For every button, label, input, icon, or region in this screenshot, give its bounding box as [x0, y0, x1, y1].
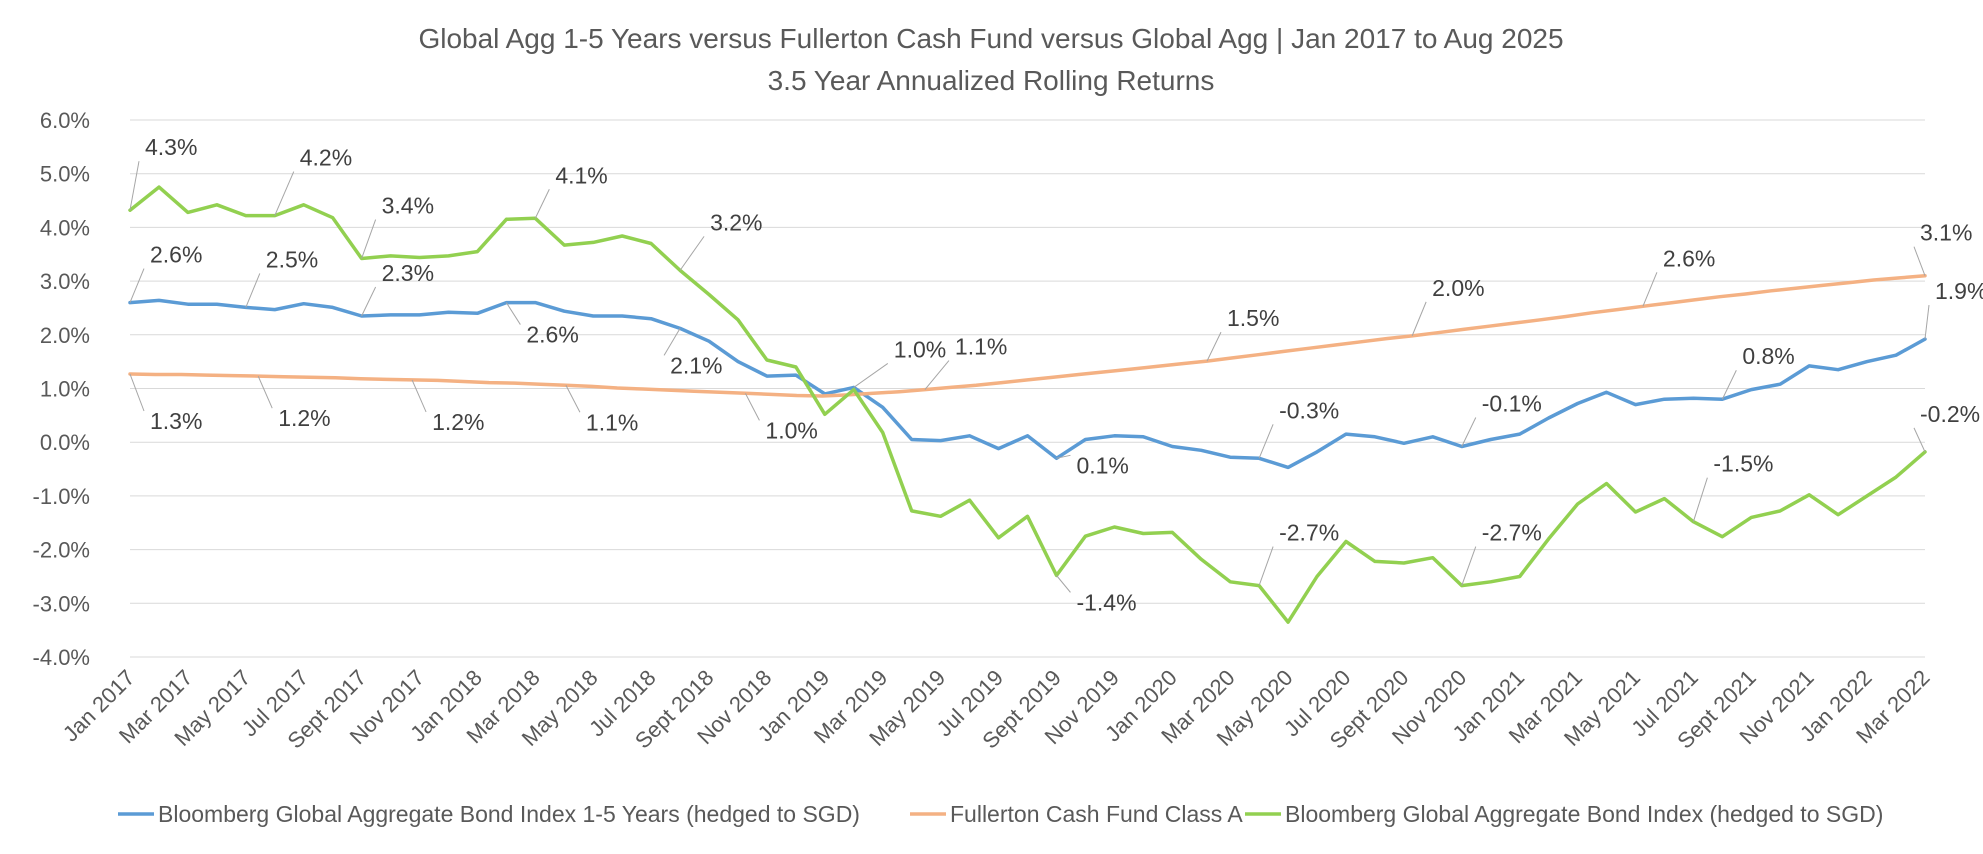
data-label-leader	[565, 385, 581, 413]
data-label-leader	[129, 373, 145, 412]
data-label-leader	[1924, 305, 1930, 340]
data-label: 4.1%	[555, 162, 607, 188]
legend-entry: Bloomberg Global Aggregate Bond Index 1-…	[158, 801, 860, 827]
y-tick-label: 1.0%	[40, 377, 90, 402]
data-label: 0.1%	[1076, 452, 1128, 478]
data-label: 2.1%	[670, 352, 722, 378]
data-label-leader	[1692, 477, 1708, 522]
data-label: 4.2%	[300, 145, 352, 171]
y-tick-label: -4.0%	[33, 645, 90, 670]
data-label-leader	[129, 268, 145, 303]
data-label-leader	[411, 379, 427, 413]
y-tick-label: -2.0%	[33, 538, 90, 563]
data-label: -0.1%	[1482, 390, 1542, 416]
data-label: 1.2%	[432, 409, 484, 435]
chart-subtitle: 3.5 Year Annualized Rolling Returns	[768, 65, 1215, 96]
data-label-leader	[274, 171, 295, 216]
series-lines	[128, 185, 1927, 624]
data-label-leader	[663, 328, 681, 356]
data-label: 1.1%	[955, 334, 1007, 360]
y-axis-ticks: 6.0% 5.0% 4.0% 3.0% 2.0% 1.0% 0.0% -1.0% -2.0% -3…	[33, 108, 90, 670]
data-label-leader	[1258, 424, 1274, 459]
data-label: -1.5%	[1713, 451, 1773, 477]
data-label-leader	[505, 302, 521, 325]
data-label-leader	[245, 273, 261, 308]
data-label-leader	[257, 375, 273, 409]
data-label-leader	[1056, 454, 1071, 459]
data-label-leader	[1056, 575, 1071, 593]
data-label: 1.9%	[1935, 278, 1983, 304]
data-label: 1.5%	[1227, 305, 1279, 331]
y-tick-label: 2.0%	[40, 323, 90, 348]
y-tick-label: 3.0%	[40, 269, 90, 294]
data-label: 3.2%	[710, 209, 762, 235]
data-label: 3.1%	[1920, 220, 1972, 246]
data-label: 1.2%	[278, 405, 330, 431]
data-labels: 2.6% 2.5% 2.3% 2.6% 2.1% 1.0% 0.1% -0.3% -0.1% 0.…	[129, 134, 1983, 615]
data-label: 2.6%	[150, 242, 202, 268]
y-tick-label: 6.0%	[40, 108, 90, 133]
data-label-leader	[1721, 370, 1737, 400]
series-line-3	[128, 185, 1927, 624]
series-line-1	[128, 298, 1927, 470]
data-label-leader	[1206, 331, 1222, 362]
chart-title: Global Agg 1-5 Years versus Fullerton Ca…	[418, 23, 1563, 54]
data-label-leader	[361, 286, 377, 317]
data-label: 1.0%	[765, 417, 817, 443]
data-label-leader	[679, 236, 705, 271]
legend-entry: Bloomberg Global Aggregate Bond Index (h…	[1285, 801, 1883, 827]
y-tick-label: -3.0%	[33, 591, 90, 616]
data-label: 3.4%	[382, 193, 434, 219]
data-label: 2.3%	[382, 260, 434, 286]
data-label: 1.3%	[150, 408, 202, 434]
data-label-leader	[1913, 427, 1926, 453]
data-label: 0.8%	[1742, 343, 1794, 369]
data-label-leader	[1411, 301, 1427, 337]
y-tick-label: -1.0%	[33, 484, 90, 509]
data-label: 1.0%	[894, 336, 946, 362]
data-label: 1.1%	[586, 409, 638, 435]
data-label: 2.6%	[1663, 245, 1715, 271]
data-label: -1.4%	[1076, 589, 1136, 615]
data-label: 2.6%	[526, 322, 578, 348]
data-label-leader	[534, 189, 550, 219]
data-label: 2.0%	[1432, 275, 1484, 301]
data-label-leader	[1258, 546, 1274, 586]
data-label-leader	[1461, 417, 1477, 447]
y-tick-label: 4.0%	[40, 215, 90, 240]
legend: Bloomberg Global Aggregate Bond Index 1-…	[118, 801, 1883, 827]
data-label-leader	[1913, 246, 1926, 276]
data-label-leader	[744, 393, 760, 421]
data-label-leader	[1642, 272, 1658, 307]
data-label: -2.7%	[1482, 520, 1542, 546]
data-label: -2.7%	[1279, 520, 1339, 546]
data-label: 4.3%	[145, 134, 197, 160]
data-label: 2.5%	[266, 246, 318, 272]
y-tick-label: 0.0%	[40, 430, 90, 455]
y-tick-label: 5.0%	[40, 162, 90, 187]
data-label: -0.3%	[1279, 397, 1339, 423]
data-label-leader	[1461, 546, 1477, 586]
data-label-leader	[129, 161, 140, 211]
data-label-leader	[853, 363, 889, 388]
legend-entry: Fullerton Cash Fund Class A	[950, 801, 1243, 827]
data-label-leader	[361, 219, 377, 259]
gridlines	[130, 119, 1925, 658]
data-label-leader	[924, 360, 950, 390]
data-label: -0.2%	[1920, 401, 1980, 427]
series-line-2	[128, 273, 1927, 398]
